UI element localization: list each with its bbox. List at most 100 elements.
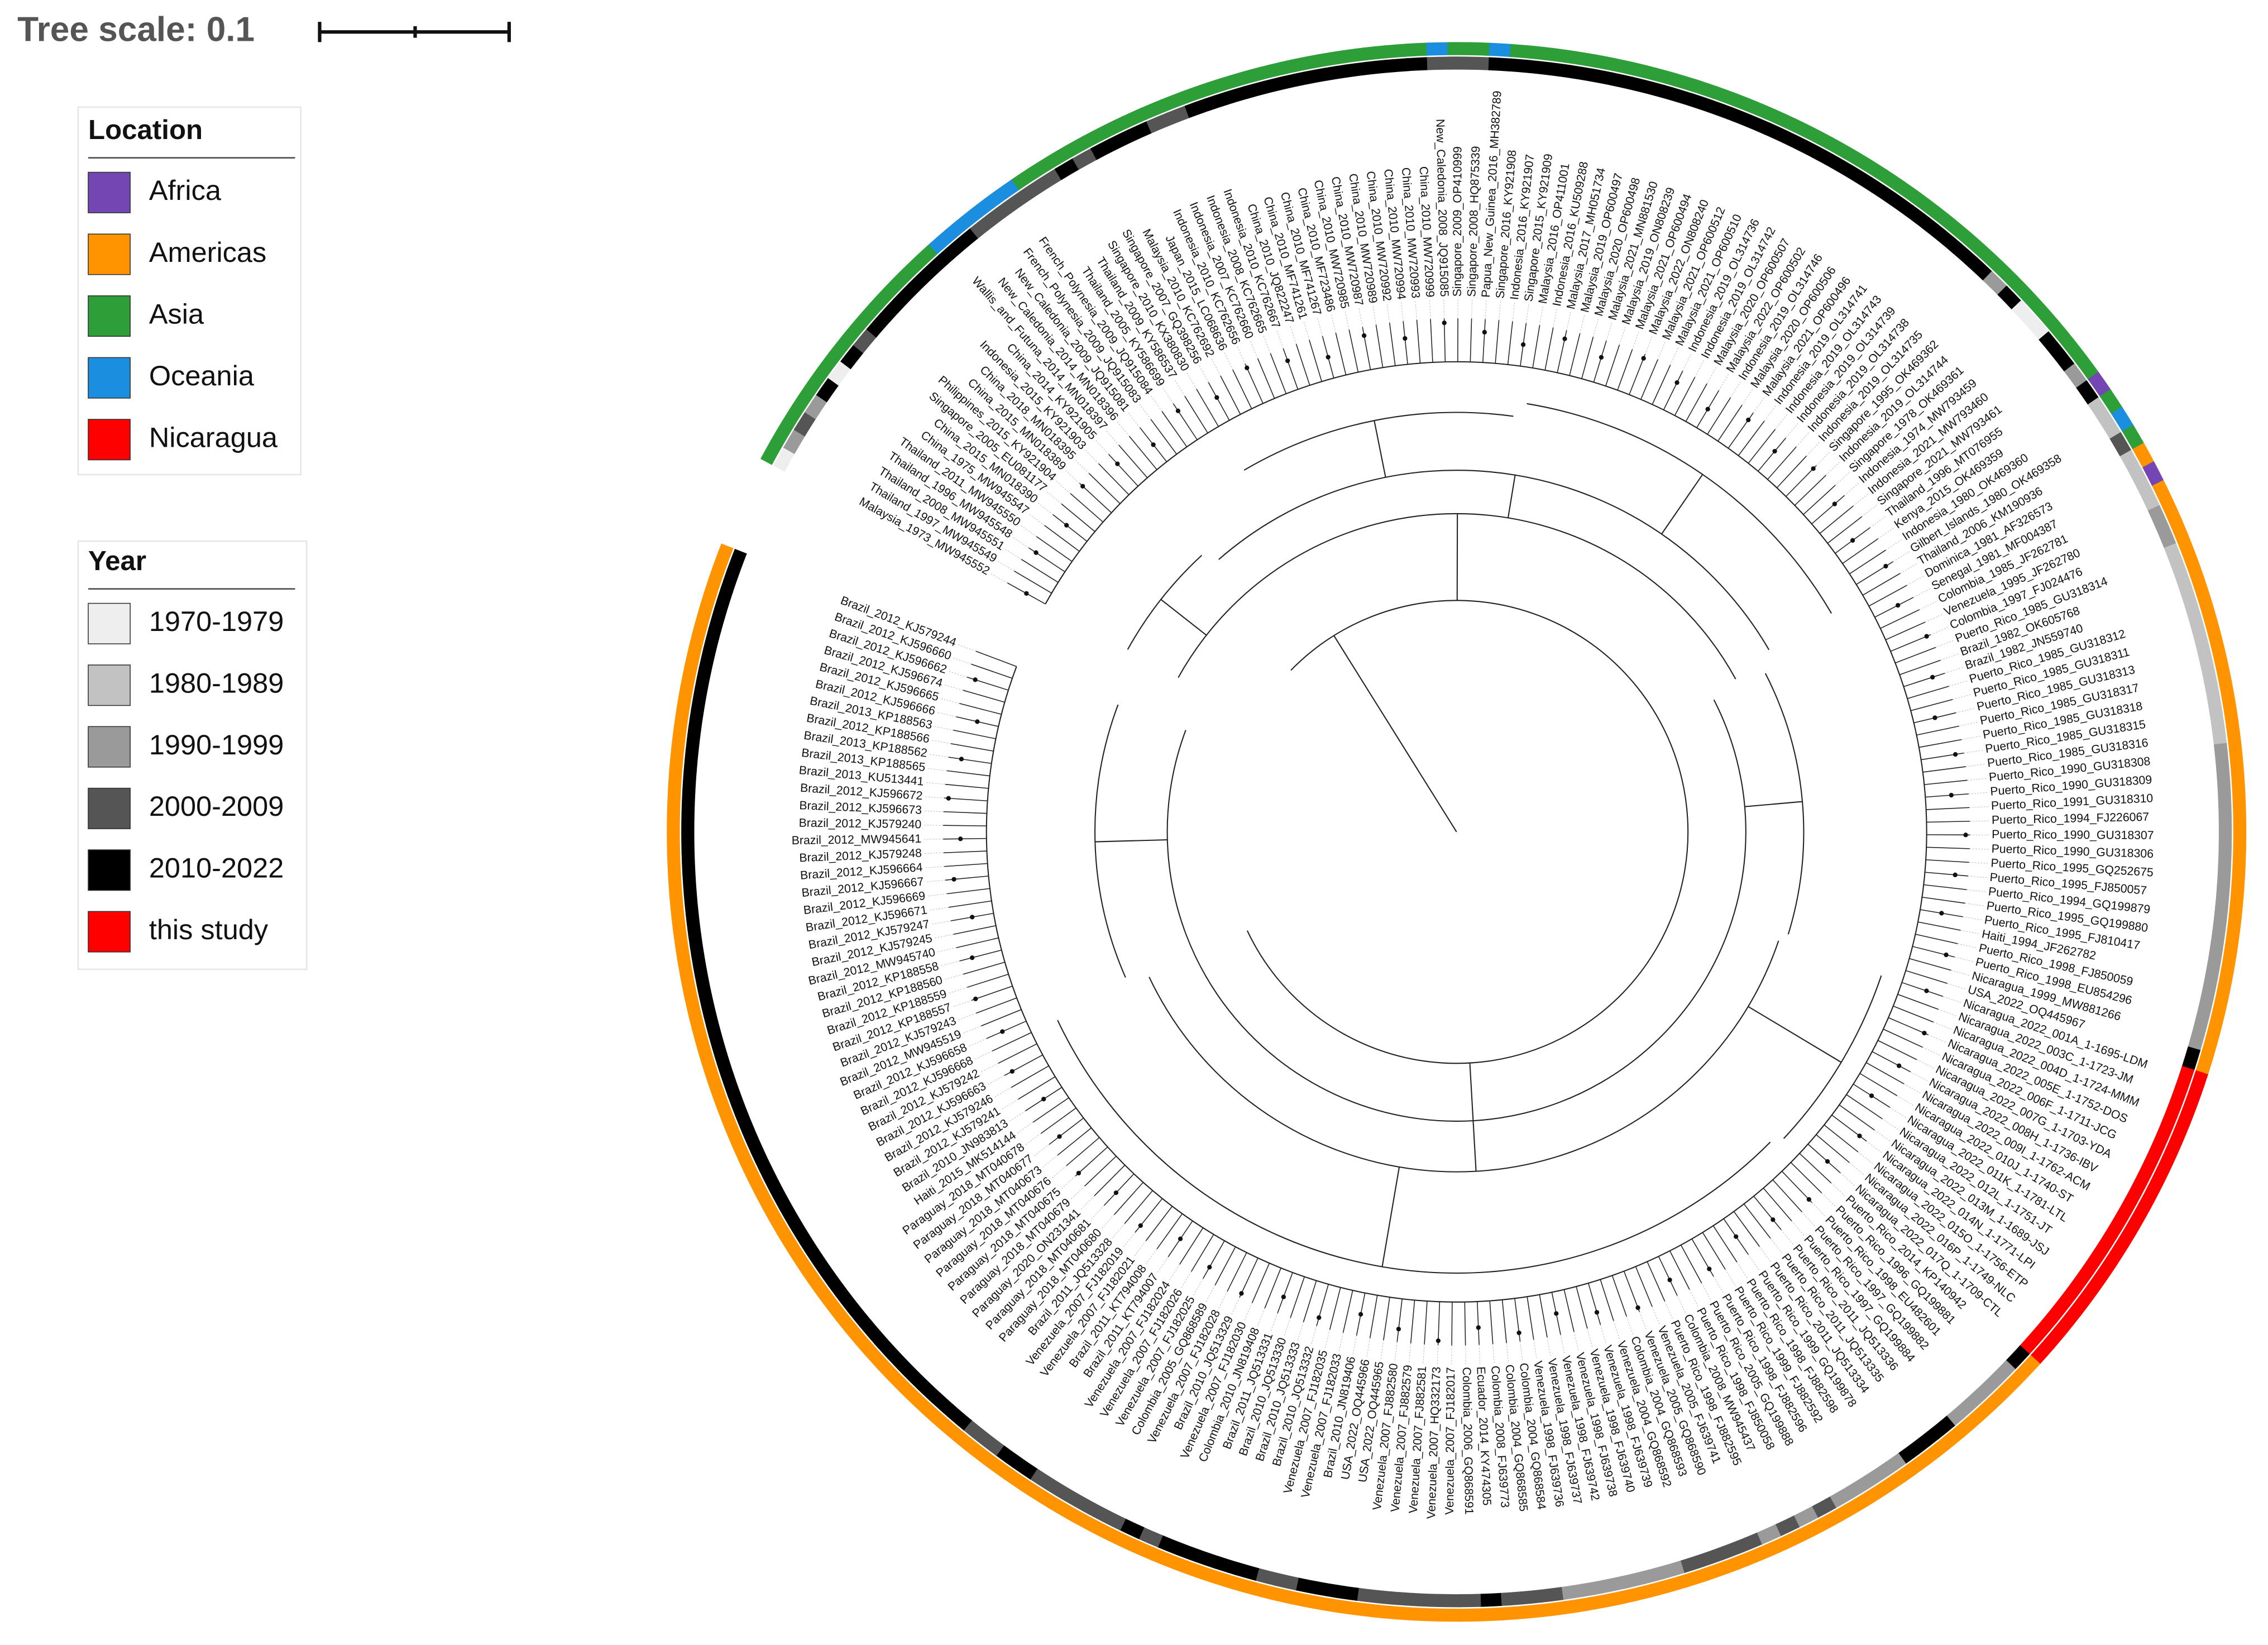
leaf-guide <box>1394 1342 1398 1361</box>
leaf-guide <box>1878 528 1894 539</box>
leaf-guide <box>1134 1240 1146 1256</box>
year-cell <box>1235 1562 1260 1581</box>
year-cell <box>1263 75 1288 94</box>
leaf-branch <box>1403 321 1408 365</box>
year-cell <box>1897 1441 1923 1465</box>
location-cell <box>1530 45 1554 61</box>
year-cell <box>759 1165 781 1192</box>
leaf-guide <box>1889 1107 1906 1118</box>
year-cell <box>698 647 716 672</box>
location-cell <box>1807 127 1834 150</box>
location-cell <box>2075 355 2099 381</box>
year-cell <box>847 1303 872 1329</box>
leaf-guide <box>1682 353 1692 371</box>
year-cell <box>995 1445 1021 1468</box>
year-cell <box>1620 1571 1645 1589</box>
leaf-guide <box>958 1013 977 1020</box>
year-cell <box>2164 543 2184 568</box>
node <box>1924 634 1929 639</box>
location-cell <box>1057 1501 1083 1524</box>
year-cell <box>1397 1592 1420 1606</box>
year-cell <box>1589 68 1614 85</box>
leaf-branch <box>1470 318 1472 362</box>
leaf-branch <box>1239 1257 1259 1298</box>
leaf-branch <box>980 1009 1022 1027</box>
year-cell <box>1540 1587 1564 1603</box>
year-cell <box>709 1032 728 1058</box>
location-cell <box>685 996 702 1021</box>
leaf-guide <box>1786 423 1798 438</box>
node <box>1930 675 1935 680</box>
location-cell <box>2044 1323 2068 1349</box>
year-cell <box>1921 217 1946 241</box>
year-cell <box>1335 1585 1359 1601</box>
year-cell <box>2099 414 2122 440</box>
location-cell <box>1230 1576 1256 1595</box>
year-cell <box>1549 62 1573 78</box>
year-cell <box>2058 1282 2082 1308</box>
leaf-guide <box>1719 374 1729 391</box>
location-cell <box>1280 57 1305 75</box>
leaf-guide <box>925 796 945 798</box>
leaf-branch <box>1348 329 1359 372</box>
leaf-guide <box>1025 1133 1041 1145</box>
year-cell <box>1356 1587 1379 1604</box>
leaf-guide <box>1573 1331 1579 1351</box>
leaf-branch <box>948 900 992 908</box>
year-cell <box>683 749 699 772</box>
year-cell <box>827 360 851 386</box>
year-cell <box>2168 1085 2188 1111</box>
leaf-guide <box>1606 322 1613 341</box>
leaf-guide <box>1959 721 1978 726</box>
node <box>1285 358 1290 364</box>
location-cell <box>2224 929 2241 953</box>
leaf-guide <box>1117 421 1130 437</box>
leaf-guide <box>1825 462 1840 476</box>
leaf-branch <box>1264 1268 1281 1309</box>
location-cell <box>2229 887 2245 911</box>
leaf-guide <box>1478 1345 1481 1364</box>
year-cell <box>681 852 696 875</box>
leaf-branch <box>953 729 996 739</box>
location-cell <box>1582 1594 1607 1611</box>
location-cell <box>1592 54 1616 71</box>
node <box>1806 1197 1811 1202</box>
leaf-guide <box>1639 1311 1647 1330</box>
leaf-branch <box>1897 994 1939 1010</box>
location-cell <box>1509 44 1533 59</box>
leaf-branch <box>948 757 992 764</box>
leaf-branch <box>971 663 1013 679</box>
year-cell <box>2175 1065 2195 1091</box>
leaf-branch <box>1036 536 1073 562</box>
node <box>1857 1134 1862 1139</box>
leaf-guide <box>949 671 967 678</box>
clade-arc <box>1166 699 1747 1122</box>
leaf-guide <box>1899 563 1917 574</box>
year-cell <box>1688 93 1713 113</box>
leaf-guide <box>1139 404 1151 420</box>
node <box>1705 407 1710 412</box>
leaf-guide <box>953 1000 972 1007</box>
leaf-guide <box>1331 314 1336 333</box>
leaf-guide <box>1386 304 1390 323</box>
leaf-guide <box>1938 1009 1956 1016</box>
year-cell <box>2109 432 2132 458</box>
leaf-guide <box>1664 1301 1673 1319</box>
year-cell <box>931 1393 957 1417</box>
year-cell <box>1137 1527 1163 1548</box>
leaf-guide <box>928 768 947 771</box>
year-cell <box>2171 562 2191 587</box>
leaf-branch <box>1375 324 1384 368</box>
leaf-branch <box>944 863 988 867</box>
year-cell <box>979 1432 1004 1456</box>
leaf-guide <box>1587 1328 1592 1347</box>
leaf-branch <box>1203 1240 1225 1279</box>
location-cell <box>1300 53 1326 70</box>
leaf-branch <box>971 986 1013 1001</box>
leaf-branch <box>1049 1117 1084 1145</box>
leaf-guide <box>1492 1344 1495 1363</box>
location-cell <box>863 1344 888 1370</box>
year-cell <box>1376 1590 1400 1605</box>
year-cell <box>2209 927 2226 951</box>
